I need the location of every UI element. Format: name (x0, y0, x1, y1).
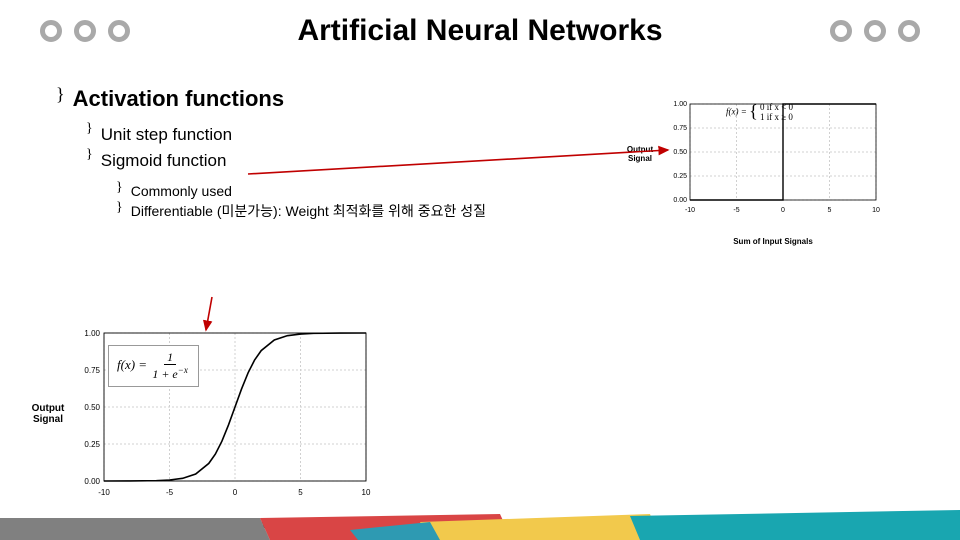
svg-text:0.25: 0.25 (673, 173, 687, 180)
step-ylabel-line1: Output (627, 145, 653, 154)
svg-text:10: 10 (362, 488, 371, 497)
svg-text:5: 5 (298, 488, 303, 497)
slide: Artificial Neural Networks } Activation f… (0, 0, 960, 540)
sigmoid-xlabel: Sum of Input Signals (74, 520, 374, 531)
bullet-l2: Unit step function (101, 125, 232, 144)
ring-icon (864, 20, 886, 42)
ring-icon (74, 20, 96, 42)
title-row: Artificial Neural Networks (0, 0, 960, 48)
bullet-brace-icon: } (116, 180, 123, 196)
svg-text:0.00: 0.00 (673, 197, 687, 204)
svg-text:0.50: 0.50 (84, 403, 100, 412)
bullet-l3: Differentiable (미분가능): Weight 최적화를 위해 중요… (131, 203, 486, 219)
step-xlabel: Sum of Input Signals (664, 237, 882, 246)
svg-text:-5: -5 (166, 488, 174, 497)
bullet-brace-icon: } (86, 147, 93, 163)
svg-text:0: 0 (233, 488, 238, 497)
ring-icon (830, 20, 852, 42)
sigmoid-chart: -10-505100.000.250.500.751.00 Output Sig… (74, 325, 374, 515)
svg-text:0.75: 0.75 (84, 366, 100, 375)
decoration-circles-left (40, 20, 130, 42)
svg-text:0.25: 0.25 (84, 440, 100, 449)
sigmoid-formula-den: 1 + e (152, 367, 177, 381)
svg-text:0.50: 0.50 (673, 149, 687, 156)
sigmoid-formula-exp: −x (178, 365, 188, 375)
decoration-circles-right (830, 20, 920, 42)
section-heading: Activation functions (73, 86, 284, 111)
step-ylabel: Output Signal (620, 146, 660, 164)
page-title: Artificial Neural Networks (297, 14, 662, 48)
bullet-l2: Sigmoid function (101, 151, 227, 170)
step-ylabel-line2: Signal (628, 154, 652, 163)
step-function-chart: -10-505100.000.250.500.751.00 Output Sig… (664, 98, 882, 230)
bullet-brace-icon: } (116, 200, 123, 216)
ring-icon (108, 20, 130, 42)
svg-text:-10: -10 (98, 488, 110, 497)
bullet-brace-icon: } (86, 121, 93, 137)
sigmoid-ylabel: Output Signal (24, 403, 72, 425)
ring-icon (898, 20, 920, 42)
svg-text:0.75: 0.75 (673, 125, 687, 132)
svg-text:0: 0 (781, 207, 785, 214)
sigmoid-formula-lhs: f(x) = (117, 357, 150, 372)
sigmoid-formula-num: 1 (164, 350, 176, 365)
svg-text:0.00: 0.00 (84, 477, 100, 486)
step-formula: f(x) = { 0 if x < 0 1 if x ≥ 0 (726, 102, 793, 123)
sigmoid-formula: f(x) = 1 1 + e−x (108, 345, 199, 387)
svg-text:-5: -5 (733, 207, 739, 214)
bullet-l3: Commonly used (131, 183, 232, 199)
svg-text:1.00: 1.00 (673, 101, 687, 108)
step-formula-lhs: f(x) = (726, 107, 749, 117)
sigmoid-ylabel-line2: Signal (33, 414, 63, 425)
svg-text:1.00: 1.00 (84, 329, 100, 338)
ring-icon (40, 20, 62, 42)
svg-text:5: 5 (828, 207, 832, 214)
svg-text:-10: -10 (685, 207, 695, 214)
step-formula-case2: 1 if x ≥ 0 (760, 112, 793, 122)
sigmoid-ylabel-line1: Output (32, 403, 65, 414)
svg-text:10: 10 (872, 207, 880, 214)
bullet-brace-icon: } (56, 84, 65, 105)
